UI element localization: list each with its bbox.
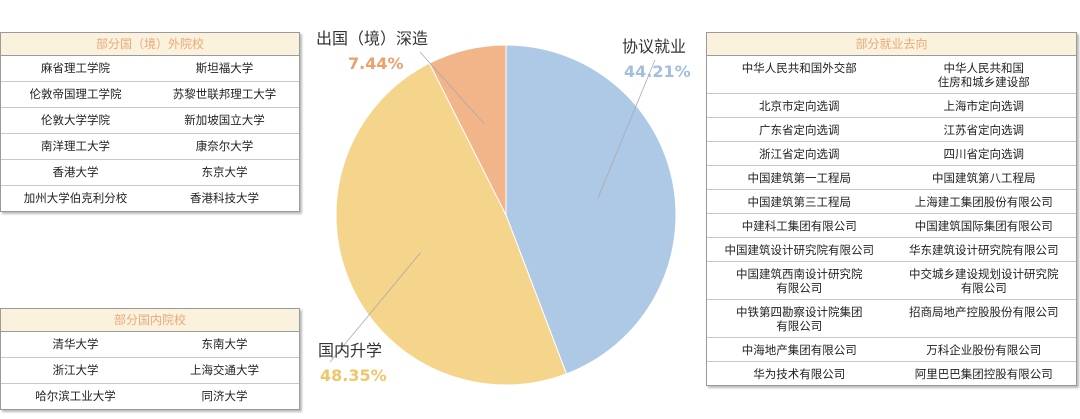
table-cell: 广东省定向选调 — [759, 123, 840, 137]
table-row: 中海地产集团有限公司 万科企业股份有限公司 — [707, 338, 1076, 362]
table-cell: 康奈尔大学 — [195, 139, 254, 153]
leader-line — [597, 59, 656, 199]
table-cell: 加州大学伯克利分校 — [23, 191, 128, 205]
table-cell: 伦敦大学学院 — [41, 113, 110, 127]
table-row: 哈尔滨工业大学 同济大学 — [1, 384, 299, 409]
table-row: 浙江省定向选调 四川省定向选调 — [707, 142, 1076, 166]
table-cell: 哈尔滨工业大学 — [35, 389, 116, 403]
table-cell: 上海市定向选调 — [943, 99, 1025, 113]
table-cell: 中海地产集团有限公司 — [741, 343, 857, 357]
table-row: 中建科工集团有限公司 中国建筑国际集团有限公司 — [707, 214, 1076, 238]
value-label: 44.21% — [624, 62, 691, 81]
table-cell: 上海建工集团股份有限公司 — [914, 195, 1053, 209]
table-cell: 东京大学 — [201, 165, 248, 179]
table-cell: 浙江省定向选调 — [759, 147, 840, 161]
table-cell: 清华大学 — [52, 337, 99, 351]
table-cell: 东南大学 — [201, 337, 248, 351]
table-row: 麻省理工学院 斯坦福大学 — [1, 56, 299, 82]
table-row: 伦敦帝国理工学院 苏黎世联邦理工大学 — [1, 82, 299, 108]
slice-label: 协议就业 — [622, 37, 686, 56]
pie-slice — [505, 44, 677, 375]
value-label: 48.35% — [320, 366, 387, 385]
slice-label: 国内升学 — [318, 341, 382, 360]
table-cell: 中国建筑第三工程局 — [747, 195, 852, 209]
table-cell: 中交城乡建设规划设计研究院 有限公司 — [909, 267, 1059, 295]
table-row: 伦敦大学学院 新加坡国立大学 — [1, 108, 299, 134]
table-row: 中华人民共和国外交部 中华人民共和国 住房和城乡建设部 — [707, 56, 1076, 94]
table-title: 部分国（境）外院校 — [1, 33, 299, 56]
table-title: 部分就业去向 — [707, 33, 1076, 56]
table-row: 清华大学 东南大学 — [1, 332, 299, 358]
table-cell: 斯坦福大学 — [195, 61, 254, 75]
table-row: 加州大学伯克利分校 香港科技大学 — [1, 186, 299, 211]
table-cell: 中华人民共和国 住房和城乡建设部 — [937, 61, 1030, 89]
table-cell: 中国建筑第八工程局 — [932, 171, 1036, 185]
table-cell: 麻省理工学院 — [41, 61, 110, 75]
table-cell: 华东建筑设计研究院有限公司 — [909, 243, 1059, 257]
slice-label: 出国（境）深造 — [316, 29, 428, 48]
table-cell: 上海交通大学 — [190, 363, 259, 377]
table-row: 中国建筑设计研究院有限公司 华东建筑设计研究院有限公司 — [707, 238, 1076, 262]
table-cell: 四川省定向选调 — [943, 147, 1025, 161]
table-row: 浙江大学 上海交通大学 — [1, 358, 299, 384]
table: 部分国（境）外院校麻省理工学院 斯坦福大学伦敦帝国理工学院 苏黎世联邦理工大学伦敦大… — [0, 32, 300, 212]
table-row: 中国建筑第三工程局 上海建工集团股份有限公司 — [707, 190, 1076, 214]
table-cell: 北京市定向选调 — [759, 99, 840, 113]
table-row: 南洋理工大学 康奈尔大学 — [1, 134, 299, 160]
table-title: 部分国内院校 — [1, 309, 299, 332]
table: 部分国内院校清华大学 东南大学浙江大学 上海交通大学哈尔滨工业大学 同济大学 — [0, 308, 300, 410]
table-cell: 香港大学 — [52, 165, 99, 179]
pie-slice — [428, 44, 507, 216]
table-cell: 招商局地产控股股份有限公司 — [909, 305, 1059, 319]
table-row: 中国建筑西南设计研究院 有限公司 中交城乡建设规划设计研究院 有限公司 — [707, 262, 1076, 300]
table-cell: 中国建筑第一工程局 — [747, 171, 852, 185]
table-cell: 浙江大学 — [52, 363, 99, 377]
table-cell: 华为技术有限公司 — [753, 367, 846, 381]
leader-line — [419, 51, 485, 125]
table: 部分就业去向 中华人民共和国外交部 中华人民共和国 住房和城乡建设部 北京市定向选调上… — [706, 32, 1077, 386]
table-row: 华为技术有限公司 阿里巴巴集团控股有限公司 — [707, 362, 1076, 385]
table-row: 中国建筑第一工程局 中国建筑第八工程局 — [707, 166, 1076, 190]
table-row: 香港大学 东京大学 — [1, 160, 299, 186]
table-cell: 香港科技大学 — [190, 191, 259, 205]
table-cell: 江苏省定向选调 — [943, 123, 1025, 137]
table-cell: 中铁第四勘察设计院集团 有限公司 — [736, 305, 863, 333]
table-cell: 新加坡国立大学 — [184, 113, 265, 127]
table-row: 中铁第四勘察设计院集团 有限公司 招商局地产控股股份有限公司 — [707, 300, 1076, 338]
table-cell: 苏黎世联邦理工大学 — [172, 87, 277, 101]
table-cell: 中国建筑设计研究院有限公司 — [724, 243, 875, 257]
table-cell: 伦敦帝国理工学院 — [29, 87, 122, 101]
table-row: 广东省定向选调 江苏省定向选调 — [707, 118, 1076, 142]
pie-slice — [335, 62, 568, 386]
leader-line — [329, 252, 421, 363]
table-cell: 中华人民共和国外交部 — [741, 61, 857, 75]
table-cell: 阿里巴巴集团控股有限公司 — [914, 367, 1053, 381]
table-cell: 中建科工集团有限公司 — [741, 219, 857, 233]
value-label: 7.44% — [348, 54, 404, 73]
table-row: 北京市定向选调 上海市定向选调 — [707, 94, 1076, 118]
table-cell: 同济大学 — [201, 389, 248, 403]
table-cell: 中国建筑西南设计研究院 有限公司 — [736, 267, 863, 295]
table-cell: 万科企业股份有限公司 — [926, 343, 1042, 357]
table-cell: 中国建筑国际集团有限公司 — [914, 219, 1053, 233]
table-cell: 南洋理工大学 — [41, 139, 110, 153]
